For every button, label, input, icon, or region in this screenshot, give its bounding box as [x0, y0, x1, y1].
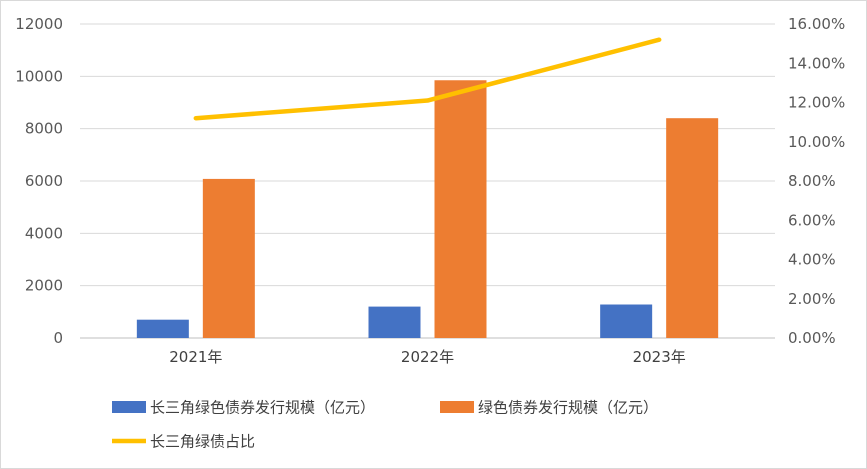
legend-label: 长三角绿色债券发行规模（亿元）	[150, 399, 375, 417]
bar-layer	[136, 80, 719, 338]
bar	[368, 306, 421, 338]
left-tick-label: 10000	[15, 67, 63, 85]
right-axis-ticks: 0.00% 2.00% 4.00% 6.00% 8.00% 10.00% 12.00% 14.…	[788, 15, 845, 347]
right-tick-label: 8.00%	[788, 172, 836, 190]
category-label: 2021年	[169, 348, 222, 366]
left-tick-label: 4000	[25, 224, 63, 242]
legend-label: 长三角绿债占比	[150, 433, 255, 451]
gridlines	[80, 23, 775, 339]
bar	[434, 80, 487, 338]
category-label: 2022年	[401, 348, 454, 366]
right-tick-label: 4.00%	[788, 251, 836, 269]
legend-label: 绿色债券发行规模（亿元）	[478, 399, 658, 417]
legend-swatch	[440, 401, 474, 413]
left-axis-ticks: 0 2000 4000 6000 8000 10000 12000	[15, 15, 63, 347]
left-tick-label: 12000	[15, 15, 63, 33]
right-tick-label: 0.00%	[788, 329, 836, 347]
bar	[202, 178, 255, 338]
right-tick-label: 10.00%	[788, 133, 845, 151]
series-line	[193, 37, 662, 121]
left-tick-label: 8000	[25, 120, 63, 138]
right-tick-label: 16.00%	[788, 15, 845, 33]
line-layer	[193, 37, 662, 121]
left-tick-label: 2000	[25, 277, 63, 295]
bar	[136, 319, 189, 338]
right-tick-label: 6.00%	[788, 211, 836, 229]
category-labels: 2021年 2022年 2023年	[169, 348, 686, 366]
bar	[666, 118, 719, 338]
left-tick-label: 6000	[25, 172, 63, 190]
right-tick-label: 2.00%	[788, 290, 836, 308]
category-label: 2023年	[633, 348, 686, 366]
legend: 长三角绿色债券发行规模（亿元） 绿色债券发行规模（亿元） 长三角绿债占比	[112, 399, 658, 451]
right-tick-label: 12.00%	[788, 94, 845, 112]
bar	[600, 304, 653, 338]
left-tick-label: 0	[53, 329, 63, 347]
right-tick-label: 14.00%	[788, 54, 845, 72]
legend-swatch	[112, 401, 146, 413]
